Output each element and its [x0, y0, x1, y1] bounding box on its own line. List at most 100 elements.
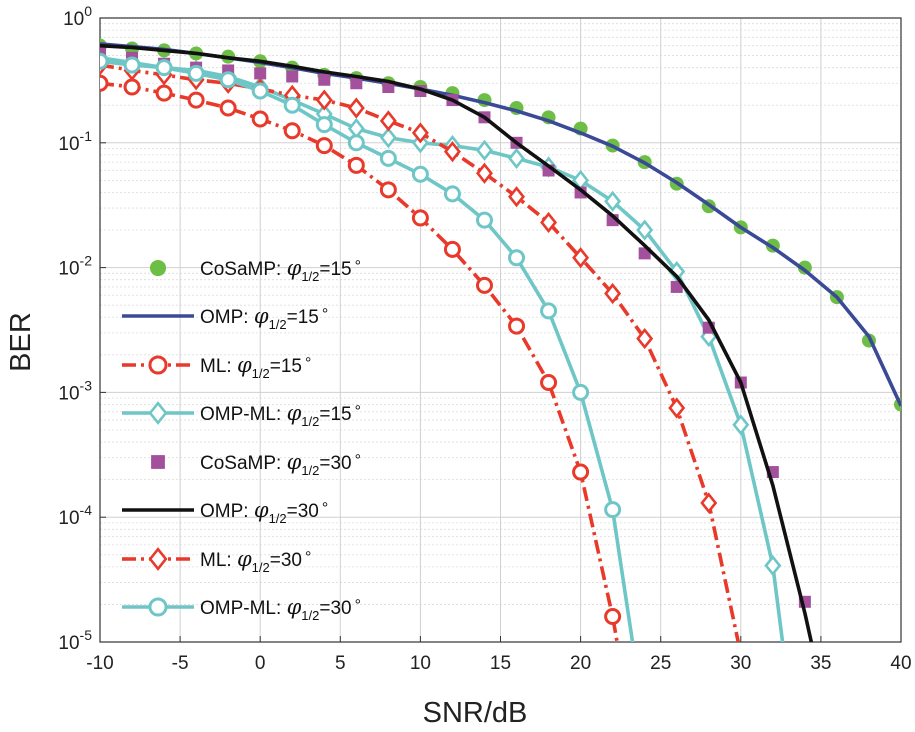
data-point [508, 249, 526, 267]
x-axis-ticks: -10 -5 0 5 10 15 20 25 30 35 40 [86, 636, 912, 674]
data-point [379, 181, 397, 199]
series-8 [100, 52, 635, 642]
data-point [540, 302, 558, 320]
data-point [148, 401, 168, 425]
data-point [148, 547, 168, 571]
series-6 [100, 43, 814, 642]
legend: CoSaMP: φ1/2=15 ° OMP: φ1/2=15 ° ML: φ1/2=15… [122, 256, 361, 623]
legend-item: OMP: φ1/2=30 ° [122, 498, 328, 526]
data-point [254, 67, 267, 80]
data-point [540, 374, 558, 392]
legend-item: ML: φ1/2=15 ° [122, 353, 311, 381]
data-point [283, 122, 301, 140]
data-point [350, 77, 363, 90]
data-point [219, 99, 237, 117]
x-tick-label: 40 [890, 653, 911, 674]
legend-label: CoSaMP: φ1/2=15 ° [200, 256, 361, 284]
x-tick-label: 10 [410, 653, 431, 674]
y-tick-label: 10-3 [58, 377, 92, 404]
data-point [100, 74, 109, 92]
data-point [148, 597, 168, 617]
data-point [315, 116, 333, 134]
data-point [508, 317, 526, 335]
data-point [476, 162, 493, 184]
data-point [286, 70, 299, 83]
data-point [540, 211, 558, 234]
data-point [604, 501, 622, 519]
data-point [100, 52, 109, 70]
x-tick-label: 5 [335, 653, 346, 674]
data-point [283, 96, 301, 114]
y-tick-label: 10-2 [58, 253, 92, 280]
data-point [251, 82, 269, 100]
x-axis-title: SNR/dB [423, 697, 528, 729]
legend-label: ML: φ1/2=15 ° [200, 353, 311, 381]
data-point [604, 282, 622, 305]
data-point [604, 190, 622, 212]
y-tick-label: 100 [63, 3, 92, 30]
data-point [315, 137, 333, 155]
x-tick-label: 30 [730, 653, 751, 674]
data-point [219, 71, 237, 89]
legend-item: OMP: φ1/2=15 ° [122, 304, 328, 332]
data-point [149, 259, 167, 277]
data-point [668, 260, 686, 283]
data-point [347, 97, 365, 119]
data-point [379, 149, 397, 167]
x-tick-label: 25 [650, 653, 671, 674]
legend-item: CoSaMP: φ1/2=15 ° [149, 256, 361, 284]
y-tick-label: 10-5 [58, 627, 92, 654]
y-tick-label: 10-1 [58, 128, 92, 155]
data-point [636, 327, 654, 350]
x-tick-label: -5 [172, 653, 189, 674]
legend-item: ML: φ1/2=30 ° [122, 547, 311, 575]
data-point [347, 156, 365, 174]
data-point [700, 492, 718, 514]
series-3 [100, 74, 622, 642]
data-point [443, 141, 461, 163]
data-point [123, 78, 141, 96]
data-point [411, 165, 429, 183]
data-point [475, 276, 493, 294]
x-tick-label: 0 [255, 653, 266, 674]
y-axis-ticks: 100 10-1 10-2 10-3 10-4 10-5 [58, 3, 106, 654]
data-point [475, 211, 493, 229]
x-tick-label: -10 [86, 653, 113, 674]
legend-item: OMP-ML: φ1/2=15 ° [122, 401, 361, 429]
legend-label: ML: φ1/2=30 ° [200, 547, 311, 575]
y-tick-label: 10-4 [58, 502, 92, 529]
data-point [251, 110, 269, 128]
data-point [379, 110, 397, 132]
data-point [187, 64, 205, 82]
data-point [155, 84, 173, 102]
data-point [668, 397, 686, 419]
data-point [604, 608, 622, 626]
data-point [508, 147, 525, 169]
data-point [411, 209, 429, 227]
data-point [151, 455, 165, 469]
data-point [411, 122, 429, 144]
data-point [443, 240, 461, 258]
x-tick-label: 20 [570, 653, 591, 674]
data-point [100, 44, 106, 57]
data-point [379, 127, 397, 149]
data-point [508, 186, 525, 208]
legend-label: OMP-ML: φ1/2=30 ° [200, 595, 361, 623]
data-point [315, 89, 333, 111]
legend-item: OMP-ML: φ1/2=30 ° [122, 595, 361, 623]
legend-label: OMP: φ1/2=30 ° [200, 498, 328, 526]
data-point [318, 73, 331, 86]
series-layer [100, 38, 901, 642]
data-point [764, 554, 782, 577]
data-point [572, 247, 590, 269]
data-point [123, 56, 141, 74]
data-point [155, 59, 173, 77]
x-tick-label: 35 [810, 653, 831, 674]
legend-label: CoSaMP: φ1/2=30 ° [200, 450, 361, 478]
data-point [476, 139, 493, 161]
y-axis-title: BER [5, 312, 37, 372]
data-point [572, 463, 590, 481]
legend-item: CoSaMP: φ1/2=30 ° [151, 450, 361, 478]
data-point [347, 134, 365, 152]
